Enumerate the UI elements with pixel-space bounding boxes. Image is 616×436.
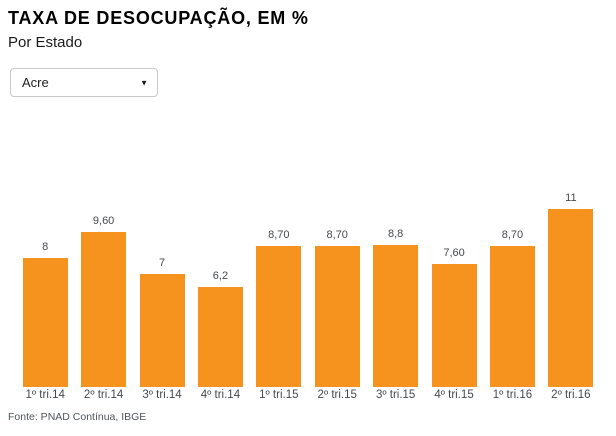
bar-value-label: 8,70 — [501, 229, 524, 241]
bar-value-label: 8,70 — [326, 229, 348, 241]
chart-header: TAXA DE DESOCUPAÇÃO, EM % Por Estado — [0, 0, 616, 52]
x-axis-label: 4º tri.15 — [434, 389, 474, 401]
bar-value-label: 8,70 — [268, 229, 290, 241]
x-axis-label: 4º tri.14 — [200, 389, 241, 401]
state-select-wrap: Acre ▼ — [10, 68, 158, 97]
x-axis-label: 3º tri.15 — [375, 389, 416, 401]
x-axis-label: 3º tri.14 — [142, 389, 182, 401]
source-note: Fonte: PNAD Contínua, IBGE — [8, 411, 147, 423]
bar-value-label: 8 — [42, 241, 49, 253]
bar[interactable] — [489, 246, 535, 387]
bar-value-label: 7,60 — [443, 247, 465, 259]
x-axis-label: 1º tri.14 — [25, 389, 65, 401]
bar-chart: 8 9,60 7 6,2 8,70 8,70 8,8 7,60 8,70 11 1º tri.14… — [0, 191, 616, 401]
bar-column: 11 — [542, 192, 600, 387]
bar-column: 8,70 — [250, 229, 308, 387]
bar[interactable] — [314, 246, 360, 387]
x-axis-label: 2º tri.14 — [83, 389, 124, 401]
xaxis-row: 1º tri.14 2º tri.14 3º tri.14 4º tri.14 1º t… — [0, 387, 616, 401]
x-axis-label: 2º tri.15 — [317, 389, 357, 401]
bar-column: 9,60 — [74, 215, 132, 387]
bars-row: 8 9,60 7 6,2 8,70 8,70 8,8 7,60 8,70 11 — [0, 191, 616, 387]
bar-value-label: 11 — [565, 192, 577, 204]
state-select[interactable]: Acre — [10, 68, 158, 97]
bar[interactable] — [548, 209, 594, 387]
x-axis-label: 2º tri.16 — [551, 389, 591, 401]
x-axis-label: 1º tri.16 — [492, 389, 533, 401]
bar-column: 7,60 — [425, 247, 483, 387]
bar[interactable] — [81, 232, 127, 387]
bar-column: 8,8 — [366, 228, 424, 387]
bar-value-label: 8,8 — [387, 228, 404, 240]
bar-column: 6,2 — [191, 270, 249, 387]
bar[interactable] — [431, 264, 477, 387]
bar[interactable] — [197, 287, 243, 387]
bar[interactable] — [256, 246, 302, 387]
bar-column: 8,70 — [308, 229, 366, 387]
bar[interactable] — [139, 274, 185, 387]
page-subtitle: Por Estado — [8, 34, 83, 51]
x-axis-label: 1º tri.15 — [259, 389, 299, 401]
bar-column: 8,70 — [483, 229, 541, 387]
bar-value-label: 9,60 — [92, 215, 115, 227]
bar-column: 8 — [16, 241, 74, 387]
bar-column: 7 — [133, 257, 191, 387]
bar[interactable] — [22, 258, 68, 387]
bar-value-label: 6,2 — [212, 270, 229, 282]
bar-value-label: 7 — [158, 257, 166, 269]
page-title: TAXA DE DESOCUPAÇÃO, EM % — [8, 8, 309, 28]
bar[interactable] — [373, 245, 419, 387]
